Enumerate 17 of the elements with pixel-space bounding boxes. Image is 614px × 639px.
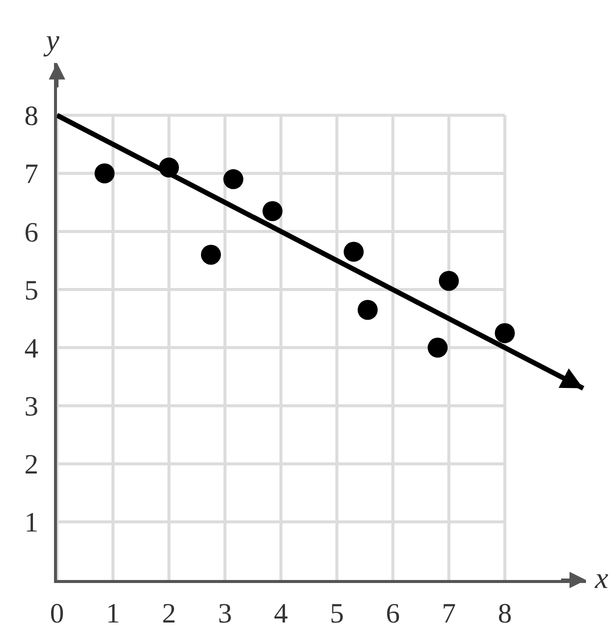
x-tick-label: 5 [330, 598, 344, 630]
x-tick-label: 1 [106, 598, 120, 630]
y-tick-label: 3 [24, 392, 38, 423]
y-tick-label: 4 [24, 333, 38, 364]
x-tick-label: 3 [218, 598, 232, 630]
x-tick-label: 0 [50, 598, 64, 630]
x-tick-label: 2 [162, 598, 176, 630]
x-tick-label: 6 [386, 598, 400, 630]
x-tick-label: 4 [274, 598, 288, 630]
x-tick-label: 7 [442, 598, 456, 630]
y-tick-label: 5 [24, 275, 38, 306]
y-tick-label: 6 [24, 217, 38, 248]
x-tick-label: 8 [498, 598, 512, 630]
y-tick-label: 2 [24, 450, 38, 481]
y-tick-label: 1 [24, 508, 38, 539]
y-tick-label: 7 [24, 159, 38, 190]
y-tick-label: 8 [24, 101, 38, 132]
